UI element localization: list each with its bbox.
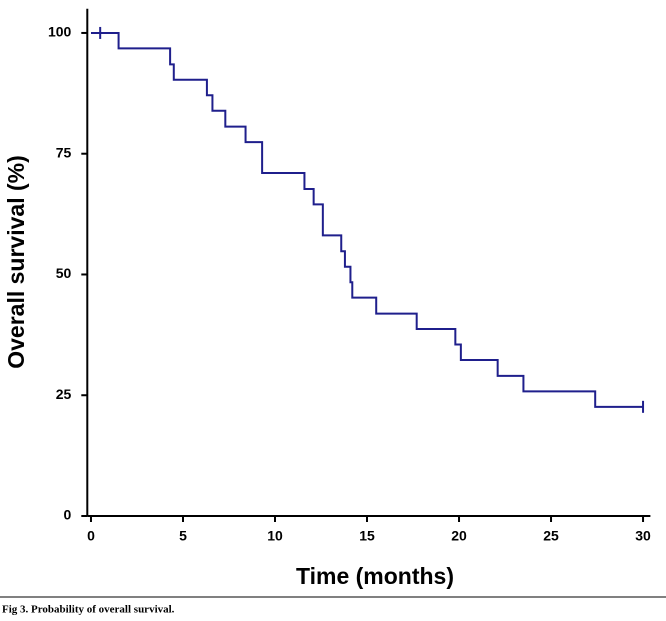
x-tick-label: 5	[179, 528, 187, 544]
x-tick-label: 0	[87, 528, 95, 544]
x-tick-label: 10	[267, 528, 283, 544]
x-tick-label: 15	[359, 528, 375, 544]
y-tick-label: 100	[48, 24, 72, 40]
caption: Fig 3. Probability of overall survival.	[2, 604, 175, 616]
x-tick-label: 30	[635, 528, 651, 544]
y-tick-label: 0	[64, 507, 72, 523]
x-tick-label: 25	[543, 528, 559, 544]
y-tick-label: 50	[56, 265, 72, 281]
y-tick-label: 75	[56, 144, 72, 160]
y-axis-label: Overall survival (%)	[3, 155, 29, 369]
x-axis-label: Time (months)	[296, 563, 454, 589]
survival-line	[90, 31, 644, 408]
y-tick-label: 25	[56, 386, 72, 402]
x-tick-label: 20	[451, 528, 467, 544]
